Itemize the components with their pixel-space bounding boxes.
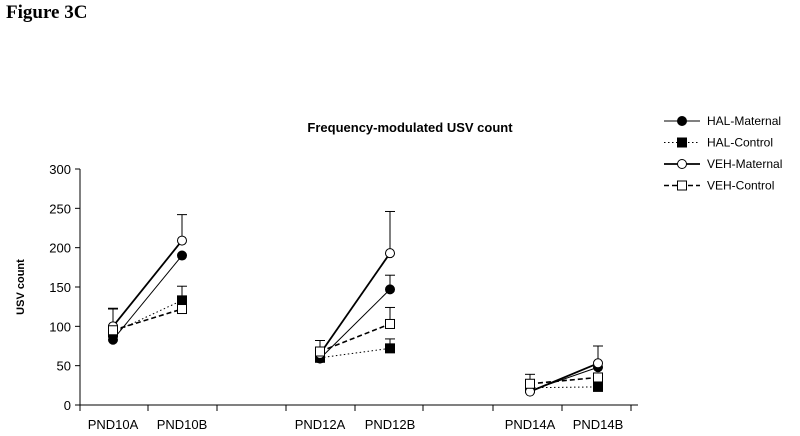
x-tick-label: PND12B: [365, 417, 416, 432]
legend-label: VEH-Control: [707, 179, 774, 193]
data-point: [385, 284, 395, 295]
legend-marker: [677, 116, 687, 126]
y-tick-label: 250: [49, 201, 71, 216]
figure-label: Figure 3C: [6, 2, 88, 23]
y-tick-label: 150: [49, 280, 71, 295]
legend-label: VEH-Maternal: [707, 157, 782, 171]
data-point: [177, 235, 187, 246]
y-tick-label: 200: [49, 241, 71, 256]
data-point: [177, 304, 187, 315]
x-tick-label: PND14A: [505, 417, 556, 432]
legend-label: HAL-Control: [707, 136, 773, 150]
data-point: [593, 381, 603, 392]
legend: HAL-Maternal HAL-Control VEH-Maternal VEH-C…: [664, 114, 782, 193]
chart-title: Frequency-modulated USV count: [307, 120, 513, 135]
y-tick-label: 0: [64, 398, 71, 413]
legend-label: HAL-Maternal: [707, 114, 781, 128]
series-line: [319, 347, 391, 359]
series-line: [112, 255, 183, 341]
data-point: [525, 378, 535, 389]
data-point: [315, 346, 325, 357]
data-point: [385, 248, 395, 259]
y-tick-label: 50: [57, 359, 71, 374]
data-point: [177, 295, 187, 306]
y-tick-label: 300: [49, 162, 71, 177]
data-point: [385, 318, 395, 329]
series-line: [112, 240, 183, 327]
series-line: [112, 308, 183, 332]
plot-area: [108, 210, 603, 397]
series-line: [319, 323, 391, 353]
x-tick-label: PND10B: [157, 417, 208, 432]
y-axis-label: USV count: [15, 259, 27, 315]
legend-marker: [677, 180, 687, 191]
data-point: [108, 325, 118, 336]
x-tick-label: PND12A: [295, 417, 346, 432]
series-line: [529, 362, 599, 393]
y-tick-label: 100: [49, 319, 71, 334]
axes: 0 50 100 150 200 250 300 PND10A PND10B PND12A PND1…: [49, 162, 638, 432]
data-point: [385, 343, 395, 354]
legend-marker: [677, 137, 687, 148]
data-point: [593, 358, 603, 369]
series-line: [529, 376, 599, 385]
series-line: [529, 386, 599, 389]
x-tick-label: PND14B: [573, 417, 624, 432]
x-tick-label: PND10A: [88, 417, 139, 432]
series-line: [319, 252, 391, 355]
data-point: [593, 372, 603, 383]
legend-marker: [677, 159, 687, 169]
data-point: [177, 250, 187, 261]
